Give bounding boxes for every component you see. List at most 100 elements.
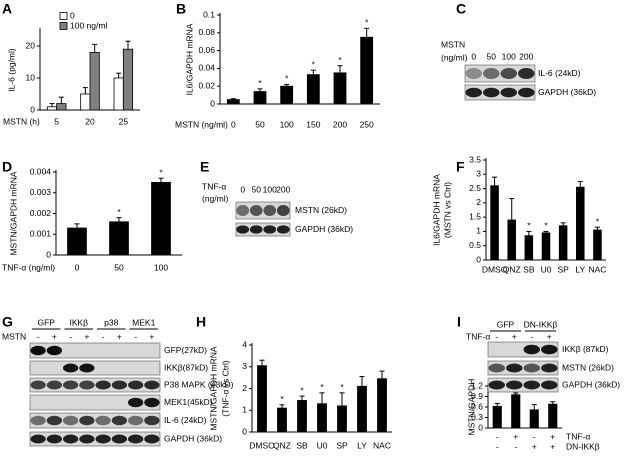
x-tick-label: U0 — [317, 440, 328, 450]
blot-band — [46, 415, 63, 426]
bar — [56, 103, 67, 111]
blot-band — [506, 363, 523, 373]
lane-label: 100 — [502, 51, 516, 61]
condition-sign: + — [513, 431, 518, 441]
y-tick-label: 0.3 — [471, 412, 483, 422]
band-label: IKKβ (87kD) — [562, 344, 609, 354]
blot-band — [127, 415, 144, 426]
lane-label: 50 — [252, 184, 262, 194]
bar — [558, 225, 568, 261]
blot-band — [541, 344, 558, 355]
significance-star: * — [280, 394, 284, 404]
y-axis-label: (MSTN vs Ctrl) — [442, 182, 452, 238]
bar — [511, 394, 521, 429]
group-label: IKKβ — [69, 317, 88, 327]
blot-header: MSTN — [441, 39, 465, 49]
lane-label: + — [512, 331, 517, 341]
panel-letter: I — [457, 314, 461, 330]
x-tick-label: LY — [575, 264, 585, 274]
panel-letter: G — [2, 314, 13, 330]
blot-band — [523, 344, 540, 355]
bar — [277, 407, 287, 433]
panel-letter: A — [2, 1, 12, 17]
y-tick-label: 0 — [210, 98, 215, 108]
blot-strip — [29, 360, 161, 376]
blot-band — [518, 68, 535, 79]
bar — [80, 93, 91, 111]
blot-strip — [29, 394, 161, 411]
x-tick-label: 0 — [75, 262, 80, 272]
band-label: MEK1(45kD) — [164, 397, 213, 407]
blot-band — [111, 434, 128, 444]
blot-band — [276, 225, 290, 234]
bar — [280, 85, 294, 105]
y-tick-label: 0.004 — [30, 166, 52, 176]
x-axis-label: TNF-α (ng/ml) — [2, 262, 55, 272]
blot-band — [46, 345, 63, 356]
blot-band — [30, 345, 46, 356]
y-tick-label: 0.04 — [198, 63, 215, 73]
y-tick-label: 0.02 — [198, 80, 215, 90]
blot-strip — [487, 377, 559, 393]
blot-band — [541, 363, 558, 373]
blot-band — [127, 380, 144, 390]
panel-letter: H — [196, 314, 206, 330]
blot-band — [79, 363, 95, 373]
lane-label: - — [134, 331, 137, 341]
lane-label: - — [102, 331, 105, 341]
y-tick-label: 0 — [476, 254, 481, 264]
y-tick-label: 2 — [242, 383, 247, 393]
y-tick-label: 0 — [478, 422, 483, 432]
blot-band — [483, 68, 500, 79]
bar — [490, 185, 499, 261]
blot-band — [523, 380, 540, 390]
group-label: GFP — [38, 317, 56, 327]
x-tick-label: 0 — [231, 119, 236, 129]
bar — [529, 409, 539, 429]
x-tick-label: QNZ — [273, 440, 291, 450]
y-tick-label: 1 — [242, 405, 247, 415]
blot-band — [263, 225, 277, 234]
blot-strip — [487, 360, 559, 376]
blot-band — [144, 397, 160, 408]
lane-label: - — [530, 331, 533, 341]
blot-band — [249, 225, 263, 234]
bar — [541, 232, 551, 261]
band-label: GAPDH (36kD) — [538, 87, 596, 97]
blot-band — [465, 68, 482, 79]
x-tick-label: QNZ — [503, 264, 521, 274]
blot-strip — [487, 341, 559, 358]
legend-label: 100 ng/ml — [70, 20, 107, 30]
y-axis-label: IL-6 (pg/ml) — [6, 48, 16, 92]
y-tick-label: 0.5 — [469, 240, 481, 250]
blot-band — [62, 434, 79, 444]
y-axis-label: MSTN/GAPDH mRNA — [8, 171, 18, 255]
y-tick-label: 3 — [242, 361, 247, 371]
y-tick-label: 1.2 — [471, 380, 483, 390]
blot-band — [488, 380, 505, 390]
y-axis-label: IL6/GAPDH mRNA — [184, 23, 194, 95]
band-label: MSTN (26kD) — [562, 362, 614, 372]
blot-strip — [235, 201, 291, 220]
band-label: GFP(27kD) — [164, 345, 207, 355]
bar — [593, 229, 602, 261]
x-tick-label: DMSO — [482, 264, 508, 274]
y-tick-label: 20 — [26, 40, 36, 50]
significance-star: * — [312, 59, 316, 69]
blot-header: (ng/ml) — [202, 193, 229, 203]
bar — [226, 99, 240, 105]
x-tick-label: 50 — [114, 262, 124, 272]
y-tick-label: 0 — [242, 426, 247, 436]
condition-sign: - — [496, 431, 499, 441]
group-label: p38 — [104, 317, 118, 327]
lane-label: + — [52, 331, 57, 341]
condition-sign: - — [496, 441, 499, 451]
y-tick-label: 0 — [30, 104, 35, 114]
blot-band — [62, 380, 79, 390]
blot-band — [111, 380, 128, 390]
significance-star: * — [285, 74, 289, 84]
significance-star: * — [258, 78, 262, 88]
significance-star: * — [159, 167, 163, 177]
significance-star: * — [338, 55, 342, 65]
